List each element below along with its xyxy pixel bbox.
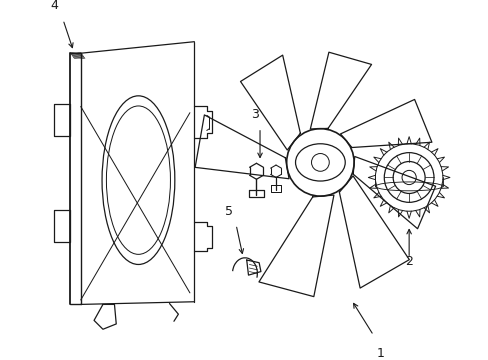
Text: 4: 4 [50, 0, 58, 12]
Text: 5: 5 [224, 205, 232, 218]
Text: 1: 1 [376, 347, 384, 360]
Text: 2: 2 [405, 255, 412, 268]
Text: 3: 3 [250, 108, 258, 121]
